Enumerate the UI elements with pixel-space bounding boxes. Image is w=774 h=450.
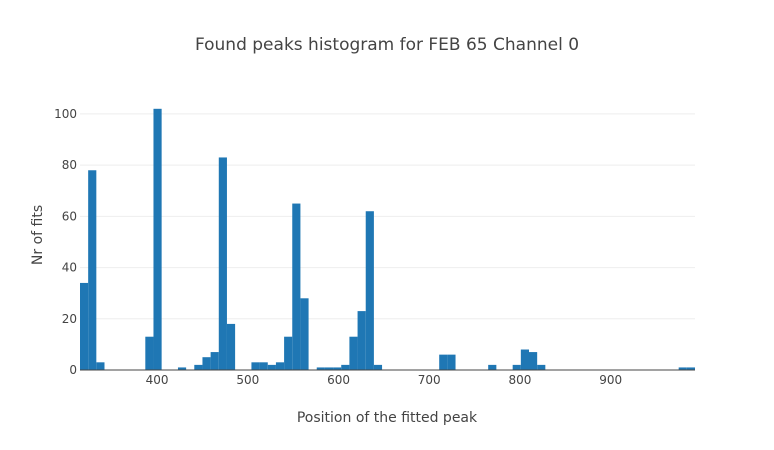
x-tick-label: 900 — [599, 373, 622, 387]
chart-title: Found peaks histogram for FEB 65 Channel… — [195, 35, 579, 55]
x-axis-title: Position of the fitted peak — [297, 410, 478, 426]
histogram-bar — [226, 323, 236, 370]
histogram-bar — [512, 364, 521, 370]
histogram-bar — [218, 157, 227, 370]
x-tick-label: 800 — [508, 373, 531, 387]
histogram-bar — [520, 349, 530, 370]
x-tick-label: 700 — [418, 373, 441, 387]
histogram-bar — [316, 367, 325, 370]
gridlines — [80, 113, 695, 320]
histogram-bar — [210, 352, 219, 370]
histogram-bar — [259, 362, 268, 370]
histogram-bar — [300, 298, 309, 370]
x-tick-label: 400 — [146, 373, 169, 387]
y-tick-label: 60 — [62, 209, 77, 223]
histogram-bar — [88, 170, 97, 370]
histogram-bar — [341, 364, 350, 370]
histogram-bar — [324, 367, 334, 370]
y-tick-label: 20 — [62, 312, 77, 326]
histogram-bar — [686, 367, 695, 370]
histogram-bar — [267, 364, 276, 370]
histogram-bars — [80, 108, 695, 370]
histogram-bar — [194, 364, 203, 370]
histogram-bar — [202, 357, 211, 370]
y-tick-label: 40 — [62, 261, 77, 275]
histogram-bar — [678, 367, 687, 370]
x-tick-labels: 400 500 600 700 800 900 — [146, 373, 622, 387]
histogram-bar — [333, 367, 342, 370]
histogram-bar — [357, 311, 366, 370]
histogram-bar — [275, 362, 285, 370]
y-tick-labels: 0 20 40 60 80 100 — [54, 107, 77, 377]
y-tick-label: 100 — [54, 107, 77, 121]
x-tick-label: 500 — [236, 373, 259, 387]
histogram-bar — [80, 282, 89, 370]
histogram-bar — [365, 211, 374, 370]
histogram-bar — [96, 362, 105, 370]
histogram-bar — [251, 362, 260, 370]
histogram-bar — [439, 354, 448, 370]
histogram-bar — [488, 364, 497, 370]
histogram-bar — [537, 364, 546, 370]
histogram-bar — [349, 336, 358, 370]
y-tick-label: 80 — [62, 158, 77, 172]
histogram-bar — [145, 336, 154, 370]
histogram-bar — [153, 108, 162, 370]
x-tick-label: 600 — [327, 373, 350, 387]
histogram-bar — [292, 203, 301, 370]
histogram-bar — [447, 354, 456, 370]
histogram-bar — [373, 364, 383, 370]
histogram-bar — [177, 367, 187, 370]
histogram-bar — [284, 336, 293, 370]
histogram-bar — [529, 352, 538, 370]
y-tick-label: 0 — [69, 363, 77, 377]
y-axis-title: Nr of fits — [30, 205, 46, 265]
